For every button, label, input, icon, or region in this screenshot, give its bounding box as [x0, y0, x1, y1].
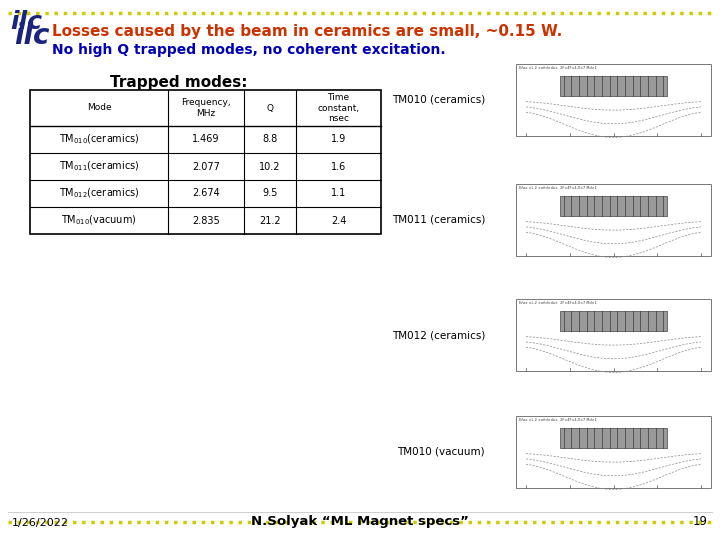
Text: 10.2: 10.2: [259, 161, 281, 172]
Text: 9.5: 9.5: [262, 188, 278, 199]
Text: 2.674: 2.674: [192, 188, 220, 199]
Bar: [560, 428, 667, 448]
Bar: [516, 299, 711, 371]
Text: 1.9: 1.9: [331, 134, 346, 145]
Text: TM$_{011}$(ceramics): TM$_{011}$(ceramics): [59, 160, 139, 173]
Text: Eñzx ×L.2 ×oñd×du×  2F×4F×4-0×7 Md×1: Eñzx ×L.2 ×oñd×du× 2F×4F×4-0×7 Md×1: [519, 301, 597, 305]
Bar: [560, 196, 667, 217]
Bar: [516, 416, 711, 488]
Bar: [560, 311, 667, 332]
Text: Q: Q: [266, 104, 274, 112]
Bar: [560, 76, 667, 97]
Bar: [516, 184, 711, 256]
Text: TM010 (ceramics): TM010 (ceramics): [392, 95, 485, 105]
Text: Trapped modes:: Trapped modes:: [110, 75, 248, 90]
Text: 1.1: 1.1: [331, 188, 346, 199]
Text: Time
constant,
nsec: Time constant, nsec: [318, 93, 359, 123]
Text: TM$_{010}$(vacuum): TM$_{010}$(vacuum): [61, 214, 137, 227]
Bar: [30, 90, 381, 234]
Text: Eñzx ×L.2 ×oñd×du×  2F×4F×4-0×7 Md×1: Eñzx ×L.2 ×oñd×du× 2F×4F×4-0×7 Md×1: [519, 418, 597, 422]
Text: No high Q trapped modes, no coherent excitation.: No high Q trapped modes, no coherent exc…: [52, 43, 446, 57]
Text: 2.077: 2.077: [192, 161, 220, 172]
Text: 1.469: 1.469: [192, 134, 220, 145]
Text: 19: 19: [693, 515, 708, 528]
Text: TM$_{012}$(ceramics): TM$_{012}$(ceramics): [59, 187, 139, 200]
Text: TM$_{010}$(ceramics): TM$_{010}$(ceramics): [59, 133, 139, 146]
Text: 1/26/2022: 1/26/2022: [12, 518, 69, 528]
Text: TM010 (vacuum): TM010 (vacuum): [397, 447, 485, 457]
Text: 2.835: 2.835: [192, 215, 220, 226]
Text: Mode: Mode: [86, 104, 112, 112]
Text: 21.2: 21.2: [259, 215, 281, 226]
Text: 2.4: 2.4: [330, 215, 346, 226]
Text: TM012 (ceramics): TM012 (ceramics): [392, 330, 485, 340]
Text: 8.8: 8.8: [262, 134, 278, 145]
Text: Frequency,
MHz: Frequency, MHz: [181, 98, 231, 118]
Text: 1.6: 1.6: [331, 161, 346, 172]
Text: TM011 (ceramics): TM011 (ceramics): [392, 215, 485, 225]
Text: Eñzx ×L.2 ×oñd×du×  2F×4F×4-0×7 Md×1: Eñzx ×L.2 ×oñd×du× 2F×4F×4-0×7 Md×1: [519, 186, 597, 190]
Text: ilc: ilc: [14, 22, 50, 50]
Text: Eñzx ×L.2 ×oñd×du×  2F×4F×4-0×7 Md×1: Eñzx ×L.2 ×oñd×du× 2F×4F×4-0×7 Md×1: [519, 66, 597, 70]
Bar: [516, 64, 711, 136]
Text: Losses caused by the beam in ceramics are small, ~0.15 W.: Losses caused by the beam in ceramics ar…: [52, 24, 562, 39]
Text: ilc: ilc: [10, 10, 42, 34]
Text: N.Solyak “ML Magnet specs”: N.Solyak “ML Magnet specs”: [251, 515, 469, 528]
